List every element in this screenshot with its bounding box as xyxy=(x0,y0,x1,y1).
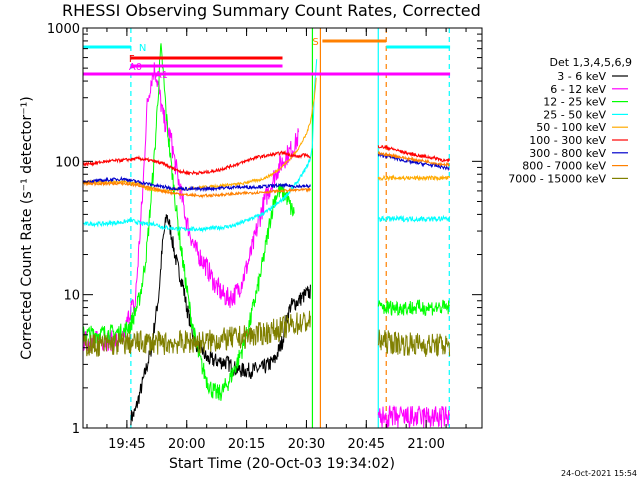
y-tick-label: 1 xyxy=(72,422,80,437)
series-line-6-a xyxy=(83,175,311,192)
x-tick-label: 20:45 xyxy=(348,437,385,452)
legend-title: Det 1,3,4,5,6,9 xyxy=(549,56,632,69)
post-gap-25-50 xyxy=(377,214,451,223)
x-axis-label: Start Time (20-Oct-03 19:34:02) xyxy=(169,456,395,472)
legend-entry-label: 6 - 12 keV xyxy=(550,83,606,96)
y-tick-label: 100 xyxy=(55,155,80,170)
status-label-a1: A1 xyxy=(155,70,168,81)
legend-entry-label: 800 - 7000 keV xyxy=(522,160,606,173)
series-line-4-a xyxy=(83,77,317,193)
series-line-5-a xyxy=(83,150,311,176)
post-gap-50-100 xyxy=(377,174,451,182)
series-line-2-a xyxy=(83,43,295,401)
post-gap-12-25 xyxy=(377,299,451,317)
status-label-n: N xyxy=(139,43,146,54)
x-tick-label: 20:15 xyxy=(228,437,265,452)
y-tick-label: 1000 xyxy=(47,22,80,37)
series-line-7-b xyxy=(377,150,451,168)
legend-entry-label: 300 - 800 keV xyxy=(529,147,606,160)
x-tick-label: 20:00 xyxy=(168,437,205,452)
series-line-5-b xyxy=(377,144,451,163)
status-label-a0: A0 xyxy=(129,62,142,73)
legend-entry-label: 12 - 25 keV xyxy=(543,96,606,109)
legend-entry-label: 7000 - 15000 keV xyxy=(508,172,606,185)
x-tick-label: 19:45 xyxy=(108,437,145,452)
chart-title: RHESSI Observing Summary Count Rates, Co… xyxy=(62,1,481,20)
status-label-f: F xyxy=(129,54,135,65)
plot-frame xyxy=(82,27,483,429)
status-label-s: S xyxy=(312,37,318,48)
post-gap-6-12 xyxy=(377,404,451,428)
series-line-6-b xyxy=(377,152,450,172)
series-line-8-b xyxy=(377,329,451,358)
series-line-7-a xyxy=(83,180,311,199)
y-axis-label: Corrected Count Rate (s⁻¹ detector⁻¹) xyxy=(19,96,35,359)
x-tick-label: 20:30 xyxy=(288,437,325,452)
x-tick-label: 21:00 xyxy=(407,437,444,452)
legend-entry-label: 3 - 6 keV xyxy=(557,70,606,83)
legend-entry-label: 100 - 300 keV xyxy=(529,134,606,147)
y-tick-label: 10 xyxy=(63,289,80,304)
legend-entry-label: 50 - 100 keV xyxy=(536,121,606,134)
series-line-8-a xyxy=(83,310,311,357)
legend-entry-label: 25 - 50 keV xyxy=(543,108,606,121)
footer-stamp: 24-Oct-2021 15:54 xyxy=(561,469,637,478)
series-line-3-a xyxy=(83,59,318,233)
series-line-0-a xyxy=(130,214,311,426)
